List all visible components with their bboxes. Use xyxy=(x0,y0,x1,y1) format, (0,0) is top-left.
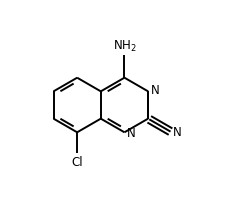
Text: N: N xyxy=(151,84,159,97)
Text: Cl: Cl xyxy=(71,156,83,169)
Text: N: N xyxy=(127,127,136,140)
Text: N: N xyxy=(173,126,182,139)
Text: NH$_2$: NH$_2$ xyxy=(113,39,136,54)
